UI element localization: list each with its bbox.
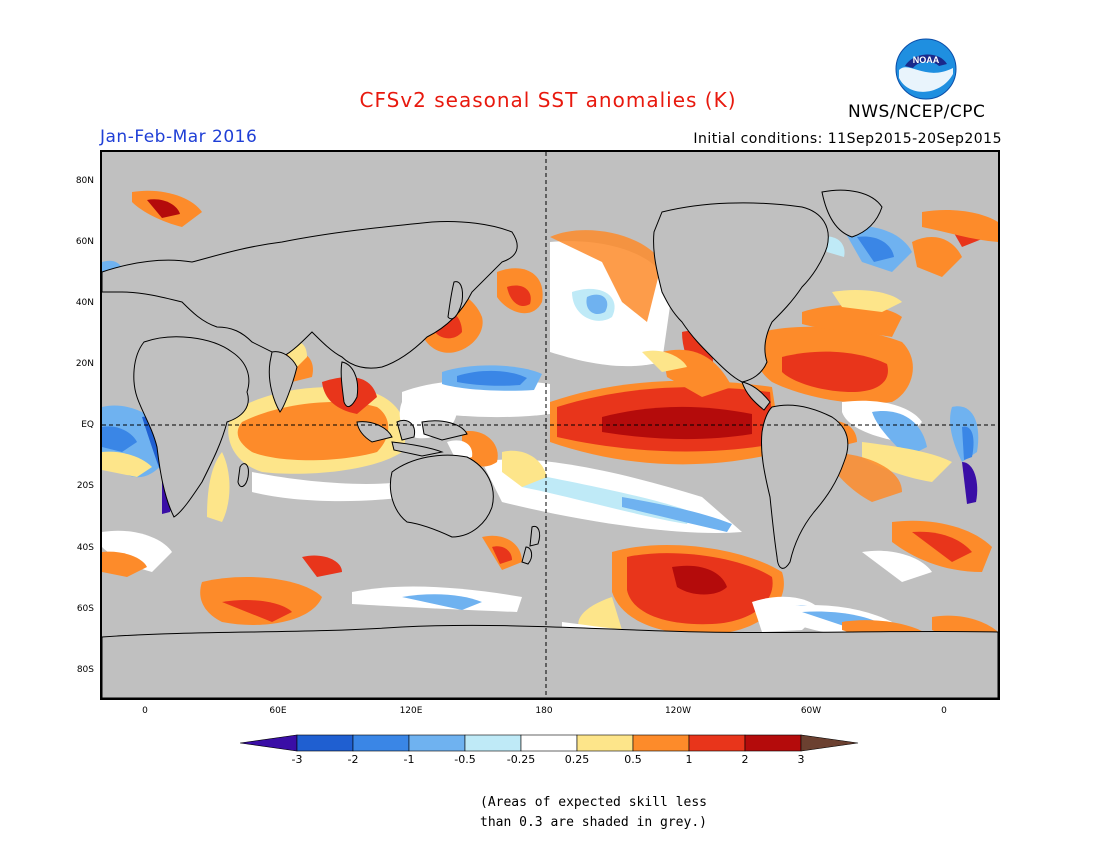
lat-label-20n: 20N bbox=[75, 359, 94, 369]
colorbar-tick-label: -1 bbox=[403, 753, 415, 766]
colorbar-swatch bbox=[408, 734, 466, 752]
map-title: CFSv2 seasonal SST anomalies (K) bbox=[359, 88, 737, 112]
lat-label-60s: 60S bbox=[76, 604, 94, 614]
colorbar-min-triangle bbox=[240, 734, 298, 752]
lon-label-60e: 60E bbox=[269, 706, 287, 716]
lat-label-40s: 40S bbox=[76, 543, 94, 553]
colorbar-max-triangle bbox=[800, 734, 859, 752]
anomaly-field bbox=[102, 190, 998, 647]
colorbar-tick-label: -0.5 bbox=[454, 753, 476, 766]
colorbar-swatch bbox=[352, 734, 410, 752]
colorbar-tick-label: 0.25 bbox=[564, 753, 590, 766]
skill-note: (Areas of expected skill less than 0.3 a… bbox=[480, 793, 707, 833]
lon-label-180: 180 bbox=[535, 706, 553, 716]
colorbar-swatch bbox=[744, 734, 802, 752]
lat-label-80n: 80N bbox=[75, 176, 94, 186]
colorbar-swatch bbox=[520, 734, 578, 752]
lat-label-80s: 80S bbox=[76, 665, 94, 675]
lon-label-120e: 120E bbox=[399, 706, 423, 716]
lon-label-0: 0 bbox=[142, 706, 148, 716]
colorbar-tick-label: 0.5 bbox=[624, 753, 642, 766]
initial-conditions-label: Initial conditions: 11Sep2015-20Sep2015 bbox=[693, 131, 1002, 147]
lat-label-40n: 40N bbox=[75, 298, 94, 308]
lat-label-60n: 60N bbox=[75, 237, 94, 247]
colorbar-swatch bbox=[296, 734, 354, 752]
lon-label-60w: 60W bbox=[800, 706, 822, 716]
continent-outlines bbox=[102, 189, 998, 698]
colorbar-swatch bbox=[576, 734, 634, 752]
colorbar-tick-label: -0.25 bbox=[506, 753, 536, 766]
lon-label-0-right: 0 bbox=[941, 706, 947, 716]
colorbar-swatch bbox=[688, 734, 746, 752]
colorbar bbox=[240, 734, 859, 752]
lat-label-20s: 20S bbox=[76, 481, 94, 491]
colorbar-tick-label: -2 bbox=[347, 753, 359, 766]
colorbar-swatch bbox=[464, 734, 522, 752]
noaa-logo-icon: NOAA bbox=[895, 38, 957, 100]
colorbar-tick-label: 2 bbox=[741, 753, 749, 766]
lon-label-120w: 120W bbox=[664, 706, 692, 716]
skill-note-line1: (Areas of expected skill less bbox=[480, 795, 707, 810]
colorbar-tick-label: 1 bbox=[685, 753, 693, 766]
colorbar-swatch bbox=[632, 734, 690, 752]
colorbar-tick-label: 3 bbox=[797, 753, 805, 766]
lat-label-eq: EQ bbox=[81, 420, 94, 430]
svg-text:NOAA: NOAA bbox=[913, 55, 940, 65]
season-label: Jan-Feb-Mar 2016 bbox=[100, 127, 258, 147]
colorbar-tick-label: -3 bbox=[291, 753, 303, 766]
agency-label: NWS/NCEP/CPC bbox=[848, 102, 986, 122]
sst-anomaly-map bbox=[100, 150, 1000, 700]
skill-note-line2: than 0.3 are shaded in grey.) bbox=[480, 815, 707, 830]
